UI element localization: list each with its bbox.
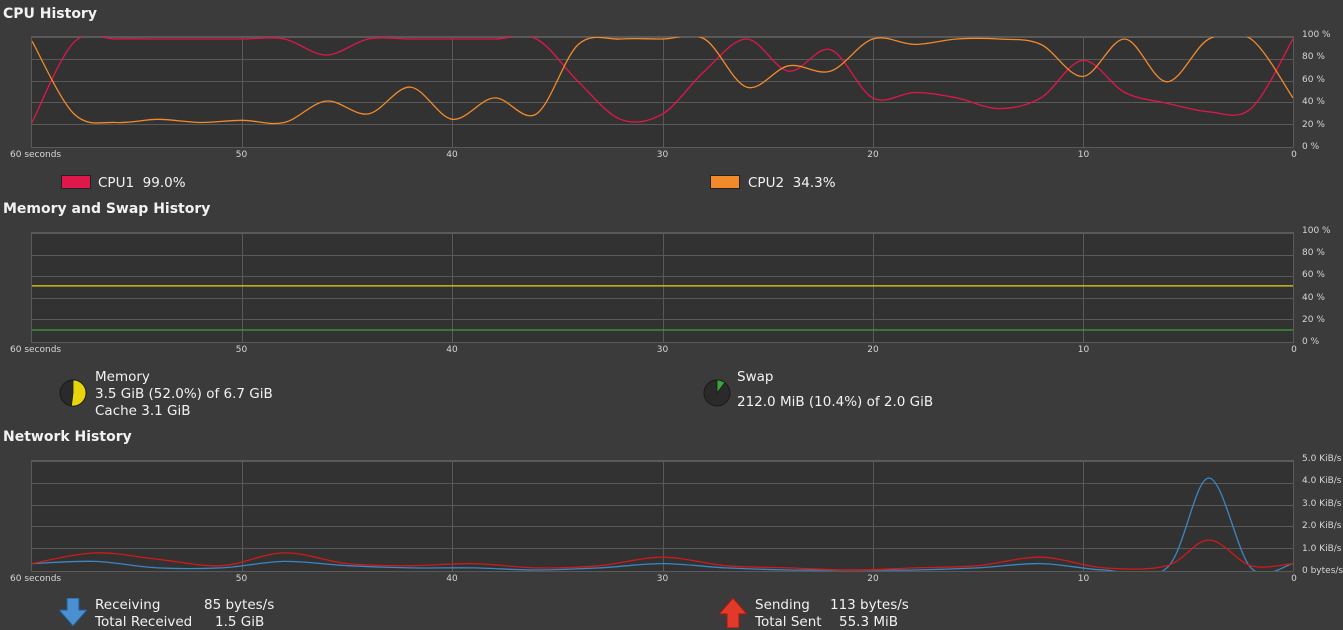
swap-label: Swap [737, 369, 774, 385]
x-tick-label: 30 [656, 150, 669, 160]
x-tick-label: 10 [1077, 345, 1090, 355]
y-tick-label: 3.0 KiB/s [1302, 498, 1342, 509]
cpu2-series-line [32, 37, 1293, 125]
cpu1-legend: CPU1 99.0% [98, 175, 186, 191]
x-tick-label: 20 [867, 150, 879, 160]
y-tick-label: 5.0 KiB/s [1302, 454, 1342, 464]
y-tick-label: 40 % [1302, 97, 1325, 108]
y-tick-label: 20 % [1302, 119, 1325, 130]
x-tick-label: 60 seconds [10, 574, 62, 584]
x-tick-label: 50 [235, 345, 248, 355]
x-tick-label: 50 [235, 574, 248, 584]
receiving-value: 85 bytes/s [204, 597, 275, 613]
x-tick-label: 0 [1291, 574, 1297, 584]
total-sent-value: 55.3 MiB [839, 614, 899, 630]
sending-arrow-up-icon[interactable] [719, 598, 747, 628]
y-tick-label: 60 % [1302, 74, 1325, 85]
y-tick-label: 80 % [1302, 52, 1325, 63]
memory-history-graph [31, 232, 1294, 343]
cpu1-color-swatch[interactable] [61, 175, 91, 189]
network-history-graph [31, 460, 1294, 572]
y-tick-label: 40 % [1302, 292, 1325, 303]
receiving-series-line [32, 477, 1293, 571]
cpu-history-svg [32, 37, 1293, 147]
x-tick-label: 40 [446, 574, 458, 584]
total-received-label: Total Received [95, 614, 193, 630]
swap-usage: 212.0 MiB (10.4%) of 2.0 GiB [737, 394, 934, 410]
cpu-history-title: CPU History [3, 6, 97, 22]
receiving-label: Receiving [95, 597, 161, 613]
swap-pie-icon[interactable] [702, 378, 732, 408]
x-tick-label: 10 [1077, 574, 1090, 584]
memory-history-svg [32, 233, 1293, 342]
y-tick-label: 20 % [1302, 314, 1325, 325]
memory-history-title: Memory and Swap History [3, 201, 211, 217]
network-history-title: Network History [3, 429, 132, 445]
x-tick-label: 20 [867, 574, 879, 584]
y-tick-label: 100 % [1302, 226, 1331, 236]
sending-value: 113 bytes/s [830, 597, 909, 613]
cpu2-value: 34.3% [792, 175, 836, 191]
x-tick-label: 10 [1077, 150, 1090, 160]
memory-pie-icon[interactable] [58, 378, 88, 408]
cpu1-series-line [32, 37, 1293, 123]
x-tick-label: 30 [656, 574, 669, 584]
cpu1-label: CPU1 [98, 175, 135, 191]
y-tick-label: 80 % [1302, 248, 1325, 259]
cpu-history-graph [31, 36, 1294, 148]
y-tick-label: 0 % [1302, 142, 1320, 152]
y-tick-label: 4.0 KiB/s [1302, 476, 1342, 487]
sending-series-line [32, 539, 1293, 571]
memory-label: Memory [95, 369, 150, 385]
x-tick-label: 60 seconds [10, 345, 62, 355]
x-tick-label: 50 [235, 150, 248, 160]
y-tick-label: 1.0 KiB/s [1302, 543, 1342, 554]
y-tick-label: 100 % [1302, 30, 1331, 40]
receiving-arrow-down-icon[interactable] [59, 598, 87, 628]
x-tick-label: 0 [1291, 150, 1297, 160]
x-tick-label: 40 [446, 150, 458, 160]
pie-slice [70, 379, 87, 407]
cpu2-color-swatch[interactable] [710, 175, 740, 189]
x-tick-label: 30 [656, 345, 669, 355]
memory-cache: Cache 3.1 GiB [95, 403, 191, 419]
pie-slice [716, 379, 726, 395]
total-received-value: 1.5 GiB [215, 614, 265, 630]
cpu2-legend: CPU2 34.3% [748, 175, 836, 191]
cpu2-label: CPU2 [748, 175, 785, 191]
memory-usage: 3.5 GiB (52.0%) of 6.7 GiB [95, 386, 273, 402]
y-tick-label: 60 % [1302, 270, 1325, 281]
x-tick-label: 20 [867, 345, 879, 355]
cpu1-value: 99.0% [142, 175, 186, 191]
sending-label: Sending [755, 597, 810, 613]
y-tick-label: 2.0 KiB/s [1302, 521, 1342, 532]
x-tick-label: 60 seconds [10, 150, 62, 160]
network-history-svg [32, 461, 1293, 571]
total-sent-label: Total Sent [755, 614, 822, 630]
x-tick-label: 40 [446, 345, 458, 355]
y-tick-label: 0 bytes/s [1302, 566, 1343, 576]
y-tick-label: 0 % [1302, 337, 1320, 347]
x-tick-label: 0 [1291, 345, 1297, 355]
